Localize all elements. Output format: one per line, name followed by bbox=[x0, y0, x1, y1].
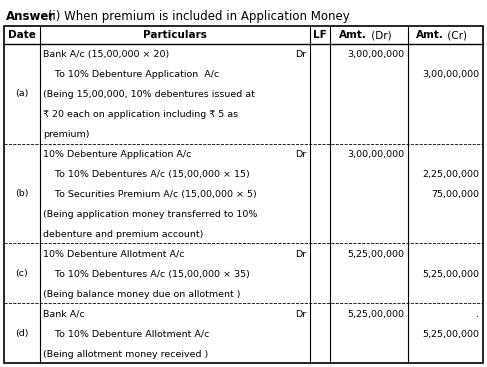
Text: Dr: Dr bbox=[295, 150, 306, 159]
Text: Dr: Dr bbox=[295, 310, 306, 319]
Text: 10% Debenture Allotment A/c: 10% Debenture Allotment A/c bbox=[43, 250, 185, 259]
Text: Bank A/c: Bank A/c bbox=[43, 310, 85, 319]
Text: (i) When premium is included in Application Money: (i) When premium is included in Applicat… bbox=[44, 10, 350, 23]
Text: ₹ 20 each on application including ₹ 5 as: ₹ 20 each on application including ₹ 5 a… bbox=[43, 110, 238, 119]
Text: (a): (a) bbox=[15, 89, 29, 98]
Text: 10% Debenture Application A/c: 10% Debenture Application A/c bbox=[43, 150, 191, 159]
Text: .: . bbox=[476, 310, 479, 319]
Text: To Securities Premium A/c (15,00,000 × 5): To Securities Premium A/c (15,00,000 × 5… bbox=[43, 190, 257, 199]
Text: LF: LF bbox=[313, 30, 327, 40]
Text: 3,00,00,000: 3,00,00,000 bbox=[347, 150, 404, 159]
Text: premium): premium) bbox=[43, 130, 90, 139]
Text: Amt.: Amt. bbox=[339, 30, 367, 40]
Text: (b): (b) bbox=[15, 189, 29, 198]
Text: 2,25,00,000: 2,25,00,000 bbox=[422, 170, 479, 179]
Text: 3,00,00,000: 3,00,00,000 bbox=[422, 70, 479, 79]
Text: To 10% Debentures A/c (15,00,000 × 15): To 10% Debentures A/c (15,00,000 × 15) bbox=[43, 170, 250, 179]
Text: 5,25,00,000: 5,25,00,000 bbox=[347, 310, 404, 319]
Text: Dr: Dr bbox=[295, 51, 306, 59]
Text: Amt.: Amt. bbox=[415, 30, 444, 40]
Text: (Being 15,00,000, 10% debentures issued at: (Being 15,00,000, 10% debentures issued … bbox=[43, 90, 255, 99]
Text: Particulars: Particulars bbox=[143, 30, 207, 40]
Text: To 10% Debenture Application  A/c: To 10% Debenture Application A/c bbox=[43, 70, 219, 79]
Text: 75,00,000: 75,00,000 bbox=[431, 190, 479, 199]
Text: (Being allotment money received ): (Being allotment money received ) bbox=[43, 349, 208, 359]
Text: Bank A/c (15,00,000 × 20): Bank A/c (15,00,000 × 20) bbox=[43, 51, 169, 59]
Text: 3,00,00,000: 3,00,00,000 bbox=[347, 51, 404, 59]
Text: (c): (c) bbox=[16, 269, 28, 278]
Text: (d): (d) bbox=[15, 328, 29, 338]
Text: Answer: Answer bbox=[6, 10, 55, 23]
Text: 5,25,00,000: 5,25,00,000 bbox=[347, 250, 404, 259]
Text: debenture and premium account): debenture and premium account) bbox=[43, 230, 204, 239]
Text: Date: Date bbox=[8, 30, 36, 40]
Text: 5,25,00,000: 5,25,00,000 bbox=[422, 330, 479, 339]
Text: To 10% Debenture Allotment A/c: To 10% Debenture Allotment A/c bbox=[43, 330, 209, 339]
Text: (Cr): (Cr) bbox=[445, 30, 468, 40]
Text: 5,25,00,000: 5,25,00,000 bbox=[422, 270, 479, 279]
Text: (Being balance money due on allotment ): (Being balance money due on allotment ) bbox=[43, 290, 241, 299]
Text: Dr: Dr bbox=[295, 250, 306, 259]
Text: (Being application money transferred to 10%: (Being application money transferred to … bbox=[43, 210, 257, 219]
Text: To 10% Debentures A/c (15,00,000 × 35): To 10% Debentures A/c (15,00,000 × 35) bbox=[43, 270, 250, 279]
Text: (Dr): (Dr) bbox=[368, 30, 392, 40]
